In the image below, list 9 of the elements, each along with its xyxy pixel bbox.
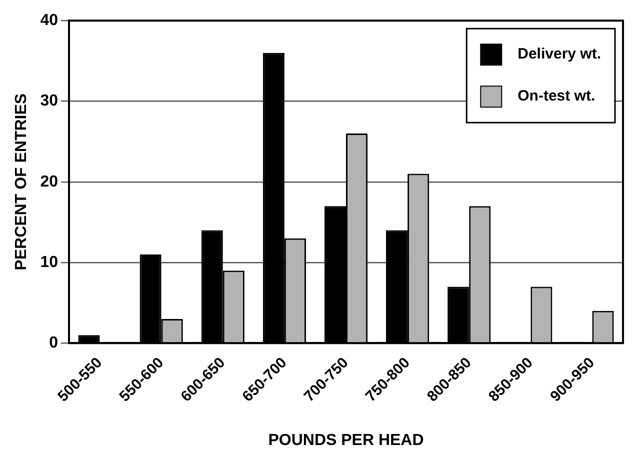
y-tick-label: 30 (40, 92, 58, 110)
y-axis-title: PERCENT OF ENTRIES (13, 93, 30, 270)
y-tick-label: 0 (49, 334, 58, 352)
x-axis-title: POUNDS PER HEAD (268, 432, 424, 449)
legend-label: Delivery wt. (518, 46, 602, 63)
y-tick-label: 10 (40, 254, 58, 271)
legend-label: On-test wt. (518, 88, 596, 105)
y-tick-label: 20 (40, 173, 58, 190)
y-tick-label: 40 (40, 12, 58, 30)
